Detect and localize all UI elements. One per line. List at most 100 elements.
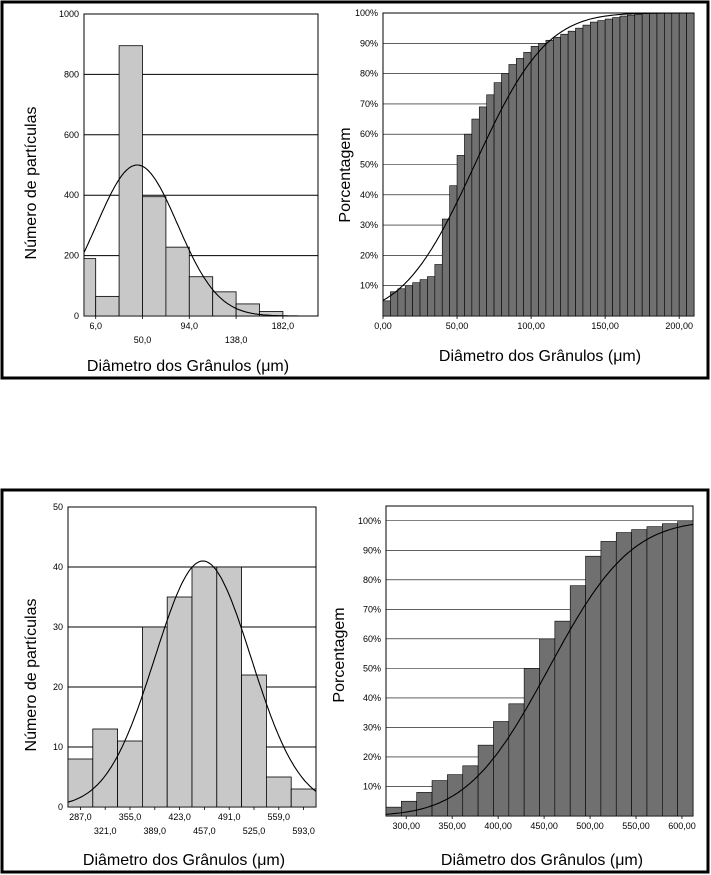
y-tick-label: 10%	[360, 281, 378, 291]
bar	[530, 46, 539, 317]
fit-curve	[67, 560, 317, 803]
y-tick-label: 0	[58, 802, 63, 812]
bar	[216, 566, 243, 808]
bar	[447, 774, 464, 817]
y-tick-label: 60%	[363, 634, 381, 644]
x-axis-label: Diâmetro dos Grânulos (μm)	[439, 348, 641, 365]
bar	[166, 596, 193, 808]
y-tick-label: 40%	[360, 190, 378, 200]
y-tick-label: 60%	[360, 129, 378, 139]
y-tick-label: 40	[53, 562, 63, 572]
y-tick-label: 50%	[360, 160, 378, 170]
bar	[290, 788, 317, 808]
bar	[649, 13, 658, 317]
bar	[434, 264, 443, 317]
bar	[471, 118, 480, 317]
bar	[431, 780, 448, 817]
bar	[569, 585, 586, 817]
x-tick-label: 491,0	[218, 812, 241, 822]
bar	[427, 276, 436, 317]
bar	[486, 94, 495, 317]
x-tick-label: 0,00	[374, 321, 392, 331]
bar	[523, 52, 532, 317]
chart-bottom-right: Porcentagem Diâmetro dos Grânulos (μm) 1…	[331, 505, 696, 869]
x-tick-label: 50,00	[446, 321, 469, 331]
y-tick-label: 50%	[363, 663, 381, 673]
y-tick-label: 90%	[363, 545, 381, 555]
bar	[671, 12, 680, 317]
x-tick-label: 300,00	[392, 821, 420, 831]
bar	[464, 133, 473, 317]
y-axis-label: Número de partículas	[23, 599, 40, 752]
x-tick-label: 94,0	[181, 321, 199, 331]
bar	[462, 765, 479, 817]
bar	[631, 529, 648, 817]
bar	[585, 555, 602, 817]
bar	[141, 626, 168, 808]
bar	[627, 14, 636, 317]
bar	[477, 744, 494, 817]
bar	[501, 73, 510, 317]
y-tick-label: 400	[64, 190, 79, 200]
y-tick-label: 800	[64, 69, 79, 79]
y-axis-label: Número de partículas	[23, 107, 40, 260]
bar	[404, 285, 413, 317]
chart-top-right: Porcentagem Diâmetro dos Grânulos (μm) 1…	[337, 8, 695, 365]
bar	[92, 728, 119, 808]
bar	[604, 18, 613, 317]
x-tick-label: 50,0	[134, 335, 152, 345]
bar	[456, 155, 465, 317]
chart-bottom-left: Número de partículas Diâmetro dos Grânul…	[23, 502, 317, 869]
top-panel-border	[0, 0, 710, 380]
x-tick-label: 321,0	[94, 826, 117, 836]
x-tick-label: 400,00	[484, 821, 512, 831]
bar	[538, 42, 547, 317]
y-tick-label: 200	[64, 251, 79, 261]
bar	[600, 541, 617, 817]
bar	[590, 21, 599, 317]
bar	[615, 532, 632, 817]
bar	[508, 64, 517, 317]
x-tick-label: 182,0	[272, 321, 295, 331]
bar	[582, 24, 591, 317]
fit-curve	[83, 164, 318, 317]
y-tick-label: 30%	[363, 722, 381, 732]
bar	[241, 674, 267, 808]
y-tick-label: 80%	[360, 69, 378, 79]
y-axis-label: Porcentagem	[337, 127, 354, 222]
bar	[554, 620, 571, 817]
bar	[165, 246, 190, 317]
bar	[523, 668, 540, 817]
x-tick-label: 500,00	[576, 821, 604, 831]
x-tick-label: 150,00	[591, 321, 619, 331]
bar	[619, 15, 628, 317]
y-tick-label: 70%	[363, 604, 381, 614]
y-tick-label: 600	[64, 130, 79, 140]
x-tick-label: 450,00	[530, 821, 558, 831]
bar	[188, 276, 214, 317]
y-tick-label: 50	[53, 502, 63, 512]
x-axis-label: Diâmetro dos Grânulos (μm)	[83, 852, 285, 869]
bar	[416, 792, 433, 817]
bar	[493, 721, 510, 817]
y-tick-label: 30	[53, 622, 63, 632]
bar	[560, 33, 569, 317]
x-tick-label: 457,0	[193, 826, 216, 836]
x-axis-label: Diâmetro dos Grânulos (μm)	[441, 852, 643, 869]
bar	[83, 258, 97, 317]
y-tick-label: 1000	[59, 9, 79, 19]
y-tick-label: 100%	[358, 516, 381, 526]
bar	[553, 36, 562, 317]
bar	[412, 282, 421, 317]
bar	[478, 106, 487, 317]
bar	[677, 520, 694, 817]
bar	[67, 758, 94, 808]
y-tick-label: 80%	[363, 575, 381, 585]
y-tick-label: 100%	[355, 8, 378, 18]
y-tick-label: 0	[74, 311, 79, 321]
bar	[567, 30, 576, 317]
x-tick-label: 600,00	[668, 821, 696, 831]
x-tick-label: 559,0	[268, 812, 291, 822]
y-tick-label: 10%	[363, 781, 381, 791]
y-tick-label: 20	[53, 682, 63, 692]
